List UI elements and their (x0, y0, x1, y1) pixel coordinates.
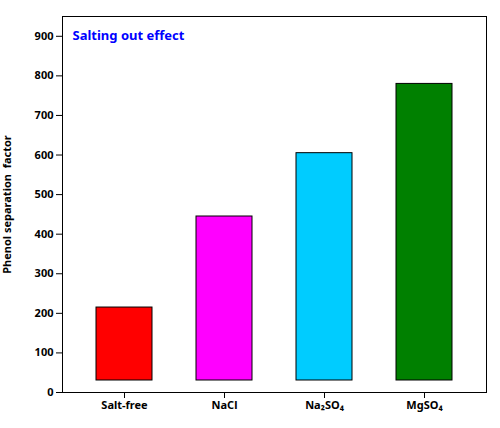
svg-text:200: 200 (35, 305, 54, 320)
svg-text:700: 700 (35, 107, 54, 122)
svg-text:800: 800 (35, 67, 54, 82)
svg-text:Salting out effect: Salting out effect (73, 26, 185, 44)
svg-text:900: 900 (35, 28, 54, 43)
svg-text:600: 600 (35, 147, 54, 162)
svg-text:400: 400 (35, 226, 54, 241)
svg-text:500: 500 (35, 186, 54, 201)
svg-text:Na₂SO₄: Na₂SO₄ (305, 397, 344, 412)
svg-text:100: 100 (35, 344, 54, 359)
svg-text:Phenol separation factor: Phenol separation factor (0, 135, 14, 274)
svg-text:0: 0 (47, 384, 53, 399)
svg-text:300: 300 (35, 265, 54, 280)
svg-text:MgSO₄: MgSO₄ (406, 397, 443, 412)
svg-text:Salt-free: Salt-free (101, 397, 148, 412)
svg-text:NaCl: NaCl (212, 397, 238, 412)
